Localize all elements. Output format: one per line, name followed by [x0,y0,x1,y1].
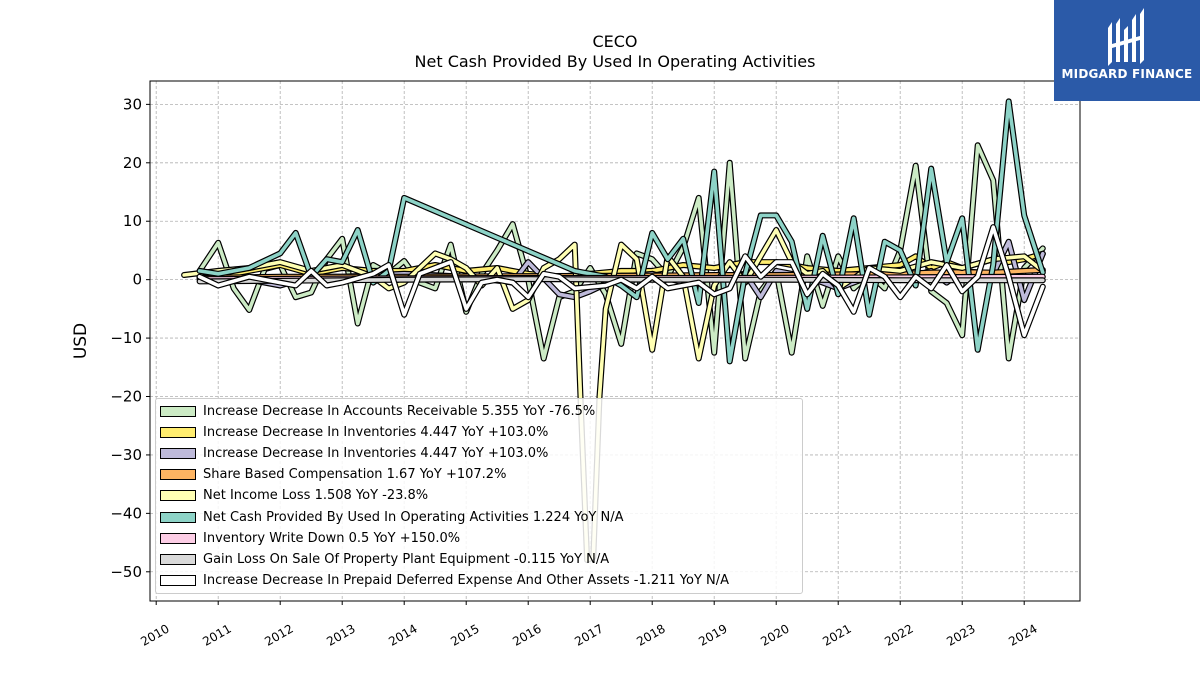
series-line-8 [197,225,1045,338]
x-tick-label: 2021 [820,621,853,648]
x-tick-label: 2022 [882,621,915,648]
legend-item: Increase Decrease In Inventories 4.447 Y… [160,444,548,462]
y-tick-label: −30 [110,446,142,464]
legend-swatch [160,511,196,523]
legend-swatch [160,553,196,565]
x-tick-label: 2013 [324,621,357,648]
legend-label: Increase Decrease In Prepaid Deferred Ex… [203,573,730,589]
y-tick-label: −50 [110,563,142,581]
x-axis: 2010 2011 2012 2013 2014 2015 2016 2017 2018 2019… [138,601,1040,649]
series-line-5 [197,99,1045,364]
x-tick-label: 2018 [634,621,667,648]
y-tick-label: −40 [110,504,142,522]
legend-swatch [160,405,196,417]
legend-label: Share Based Compensation 1.67 YoY +107.2… [203,467,507,483]
legend-item: Net Income Loss 1.508 YoY -23.8% [160,487,428,505]
y-tick-label: 10 [123,212,142,230]
legend-item: Gain Loss On Sale Of Property Plant Equi… [160,550,609,568]
series-outline-5 [196,98,1046,365]
chart-legend: Increase Decrease In Accounts Receivable… [155,398,803,594]
x-tick-label: 2024 [1006,621,1039,648]
legend-item: Share Based Compensation 1.67 YoY +107.2… [160,466,506,484]
y-tick-label: −10 [110,329,142,347]
x-tick-label: 2011 [200,621,233,648]
series-lines [181,98,1046,564]
legend-item: Inventory Write Down 0.5 YoY +150.0% [160,529,460,547]
legend-label: Net Income Loss 1.508 YoY -23.8% [203,488,429,504]
x-tick-label: 2020 [758,621,791,648]
legend-item: Increase Decrease In Accounts Receivable… [160,402,595,420]
legend-label: Inventory Write Down 0.5 YoY +150.0% [203,530,461,546]
legend-swatch [160,469,196,481]
y-axis: 30 20 10 0 −10 −20 −30 −40 −50 [110,95,150,581]
grid-lines [150,81,1080,601]
y-tick-label: −20 [110,388,142,406]
y-axis-label: USD [71,323,91,359]
chart-subtitle: Net Cash Provided By Used In Operating A… [414,52,816,71]
y-tick-label: 30 [123,95,142,113]
legend-label: Increase Decrease In Inventories 4.447 Y… [203,445,549,461]
legend-swatch [160,490,196,502]
legend-swatch [160,426,196,438]
legend-swatch [160,447,196,459]
y-tick-label: 20 [123,154,142,172]
legend-label: Gain Loss On Sale Of Property Plant Equi… [203,551,610,567]
x-tick-label: 2012 [262,621,295,648]
legend-item: Net Cash Provided By Used In Operating A… [160,508,623,526]
y-tick-label: 0 [132,271,142,289]
x-tick-label: 2016 [510,621,543,648]
x-tick-label: 2023 [944,621,977,648]
legend-label: Increase Decrease In Inventories 4.447 Y… [203,424,549,440]
legend-label: Increase Decrease In Accounts Receivable… [203,403,596,419]
x-tick-label: 2019 [696,621,729,648]
legend-label: Net Cash Provided By Used In Operating A… [203,509,624,525]
legend-item: Increase Decrease In Prepaid Deferred Ex… [160,572,729,590]
plot-frame [149,80,1081,602]
x-tick-label: 2015 [448,621,481,648]
logo-mark-icon [1108,8,1144,66]
legend-swatch [160,532,196,544]
x-tick-label: 2014 [386,621,419,648]
x-tick-label: 2010 [138,621,171,648]
chart-title: CECO [592,32,638,51]
x-tick-label: 2017 [572,621,605,648]
legend-item: Increase Decrease In Inventories 4.447 Y… [160,423,548,441]
brand-logo: MIDGARD FINANCE [1054,0,1200,101]
logo-text: MIDGARD FINANCE [1061,67,1193,81]
legend-swatch [160,575,196,587]
